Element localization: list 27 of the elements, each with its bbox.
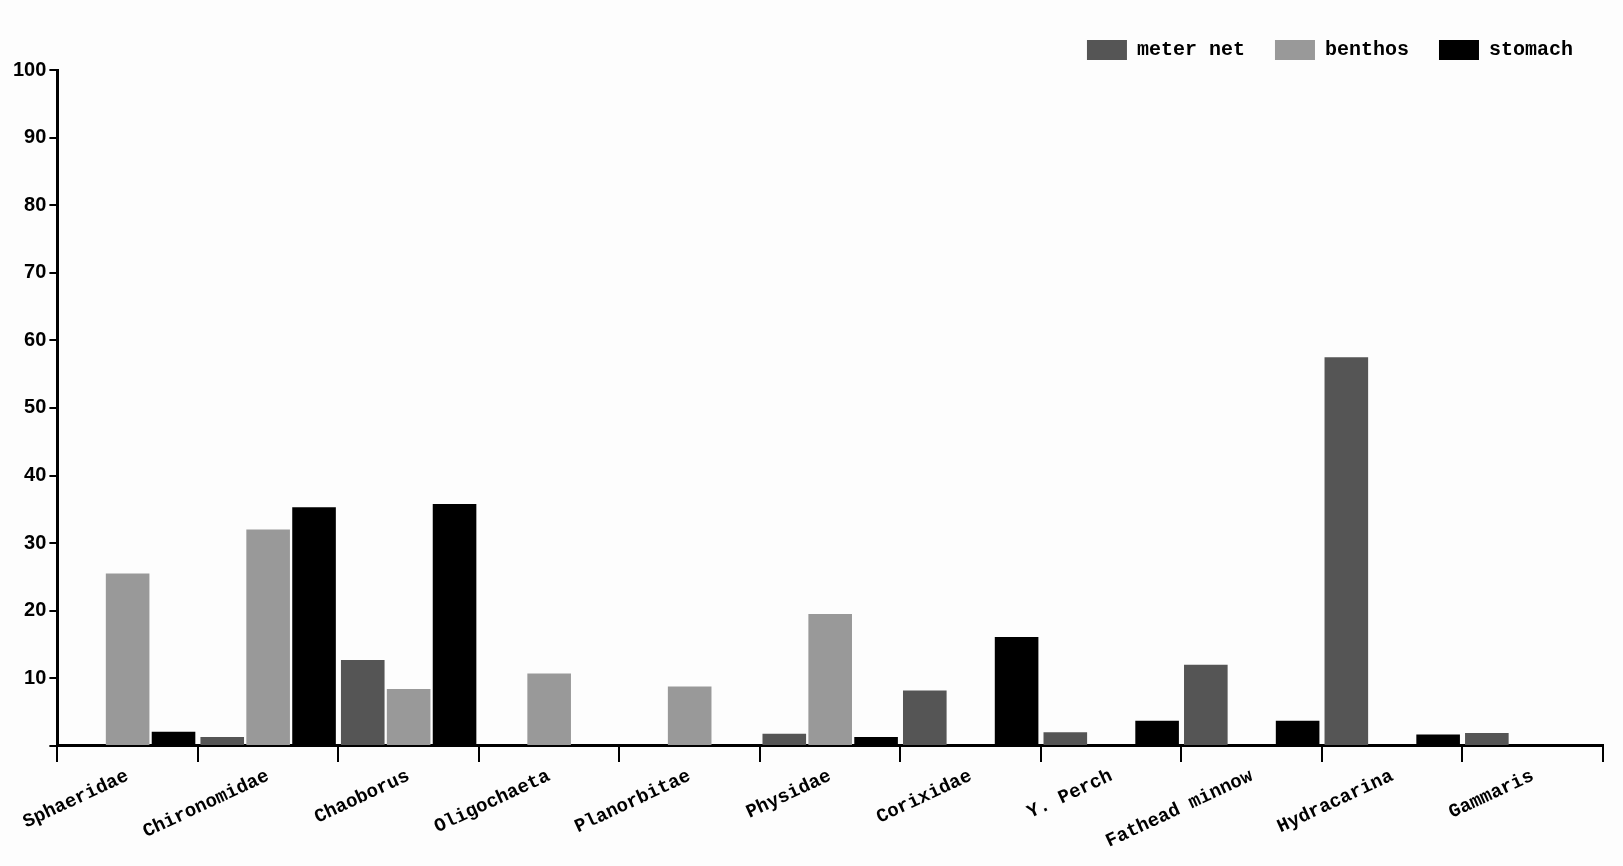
bar — [902, 690, 947, 745]
y-tick-label: 100 — [12, 57, 47, 80]
y-tick-label: 20 — [24, 598, 47, 621]
bar — [340, 660, 385, 745]
legend-label: benthos — [1324, 38, 1409, 62]
bar — [808, 614, 852, 745]
y-tick-label: 30 — [24, 530, 47, 553]
y-tick-label: 10 — [24, 665, 47, 688]
y-tick-label: 50 — [24, 395, 47, 418]
bar — [386, 689, 431, 745]
bar — [762, 733, 807, 745]
bar — [200, 737, 245, 745]
y-tick-label: 40 — [24, 463, 47, 486]
y-tick-label: 80 — [24, 192, 47, 215]
y-tick-label: 90 — [24, 125, 47, 148]
bar — [527, 673, 571, 745]
bar — [1043, 732, 1088, 745]
bar — [1324, 357, 1369, 745]
bar — [1184, 664, 1228, 745]
legend-label: meter net — [1136, 38, 1245, 62]
bar — [667, 686, 712, 745]
y-tick-label: 60 — [24, 327, 47, 350]
bar — [1465, 733, 1509, 745]
legend-label: stomach — [1488, 38, 1573, 62]
bar — [246, 529, 290, 745]
bar — [105, 573, 150, 745]
y-tick-label: 70 — [24, 260, 47, 283]
